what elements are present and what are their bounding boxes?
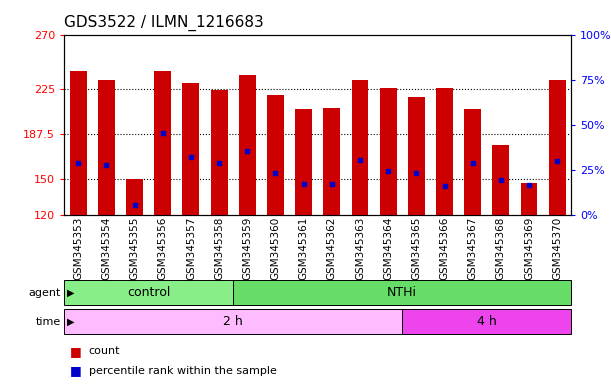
Text: GDS3522 / ILMN_1216683: GDS3522 / ILMN_1216683 — [64, 15, 264, 31]
Bar — [267, 95, 284, 215]
Text: ▶: ▶ — [67, 316, 74, 327]
Bar — [408, 97, 425, 215]
Bar — [323, 108, 340, 215]
Text: agent: agent — [29, 288, 61, 298]
Bar — [295, 109, 312, 215]
Bar — [98, 80, 115, 215]
Bar — [211, 90, 227, 215]
Bar — [351, 80, 368, 215]
Text: percentile rank within the sample: percentile rank within the sample — [89, 366, 276, 376]
Text: time: time — [36, 316, 61, 327]
Bar — [239, 76, 256, 215]
Text: 2 h: 2 h — [224, 315, 243, 328]
Bar — [402, 309, 571, 334]
Bar — [436, 88, 453, 215]
Bar — [64, 309, 402, 334]
Bar — [183, 83, 199, 215]
Text: 4 h: 4 h — [477, 315, 497, 328]
Bar — [70, 71, 87, 215]
Text: ▶: ▶ — [67, 288, 74, 298]
Bar — [464, 109, 481, 215]
Bar — [521, 182, 538, 215]
Bar — [549, 80, 566, 215]
Bar — [233, 280, 571, 305]
Bar — [155, 71, 171, 215]
Bar — [126, 179, 143, 215]
Bar — [492, 145, 510, 215]
Text: ■: ■ — [70, 364, 82, 377]
Bar — [379, 88, 397, 215]
Bar — [64, 280, 233, 305]
Text: count: count — [89, 346, 120, 356]
Text: control: control — [127, 286, 170, 299]
Text: NTHi: NTHi — [387, 286, 417, 299]
Text: ■: ■ — [70, 345, 82, 358]
